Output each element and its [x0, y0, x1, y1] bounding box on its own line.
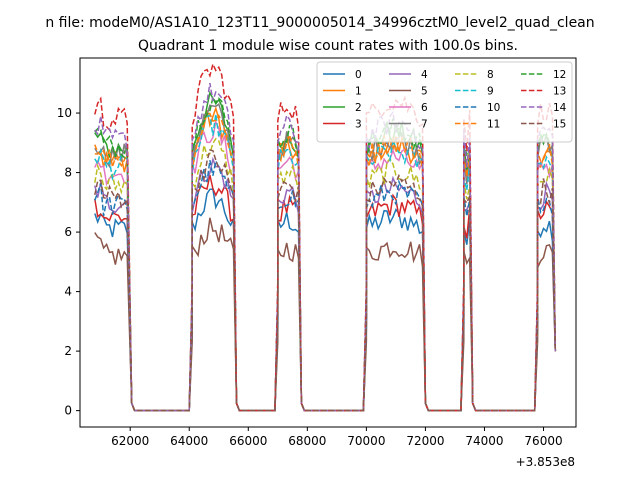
series-line-8: [94, 137, 557, 412]
legend-label: 13: [553, 86, 566, 98]
chart-title: Quadrant 1 module wise count rates with …: [138, 38, 518, 54]
series-line-12: [94, 95, 557, 412]
legend-label: 6: [421, 102, 428, 114]
x-tick-label: 76000: [524, 434, 562, 448]
x-offset-label: +3.853e8: [516, 455, 575, 469]
series-line-0: [94, 188, 557, 412]
legend-label: 3: [355, 119, 362, 131]
series-line-7: [94, 102, 557, 412]
x-axis: 62000 64000 66000 68000 70000 72000 74000 76000: [111, 427, 563, 448]
legend-label: 4: [421, 69, 428, 81]
y-tick-label: 4: [64, 285, 72, 299]
series-line-9: [94, 113, 557, 412]
series-line-6: [94, 119, 557, 412]
legend-label: 11: [487, 119, 500, 131]
series-line-5: [94, 217, 557, 412]
series-line-15: [94, 149, 557, 412]
x-tick-label: 66000: [229, 434, 267, 448]
chart-suptitle: n file: modeM0/AS1A10_123T11_9000005014_…: [45, 15, 594, 31]
legend-label: 7: [421, 119, 428, 131]
x-tick-label: 70000: [347, 434, 385, 448]
series-line-4: [94, 156, 557, 412]
legend-label: 14: [553, 102, 567, 114]
plot-frame: [79, 57, 577, 428]
y-tick-label: 6: [64, 225, 72, 239]
legend-label: 1: [355, 86, 362, 98]
x-tick-label: 72000: [406, 434, 444, 448]
series-line-11: [94, 112, 557, 412]
legend-label: 8: [487, 69, 494, 81]
legend-label: 15: [553, 119, 566, 131]
y-tick-label: 2: [64, 344, 72, 358]
x-tick-label: 68000: [288, 434, 326, 448]
series-layer: [94, 61, 557, 412]
series-line-3: [94, 174, 557, 412]
y-axis: 0 2 4 6 8 10: [57, 106, 80, 418]
x-tick-label: 74000: [465, 434, 503, 448]
x-tick-label: 62000: [111, 434, 149, 448]
legend-label: 0: [355, 69, 362, 81]
legend-label: 5: [421, 86, 428, 98]
series-line-1: [94, 105, 557, 412]
legend-label: 10: [487, 102, 500, 114]
y-tick-label: 8: [64, 166, 72, 180]
legend-label: 2: [355, 102, 362, 114]
legend-label: 12: [553, 69, 566, 81]
series-line-14: [94, 82, 557, 412]
legend-label: 9: [487, 86, 494, 98]
y-tick-label: 0: [64, 404, 72, 418]
x-tick-label: 64000: [170, 434, 208, 448]
legend-box: [316, 61, 573, 143]
y-tick-label: 10: [57, 106, 72, 120]
series-line-10: [94, 158, 557, 412]
